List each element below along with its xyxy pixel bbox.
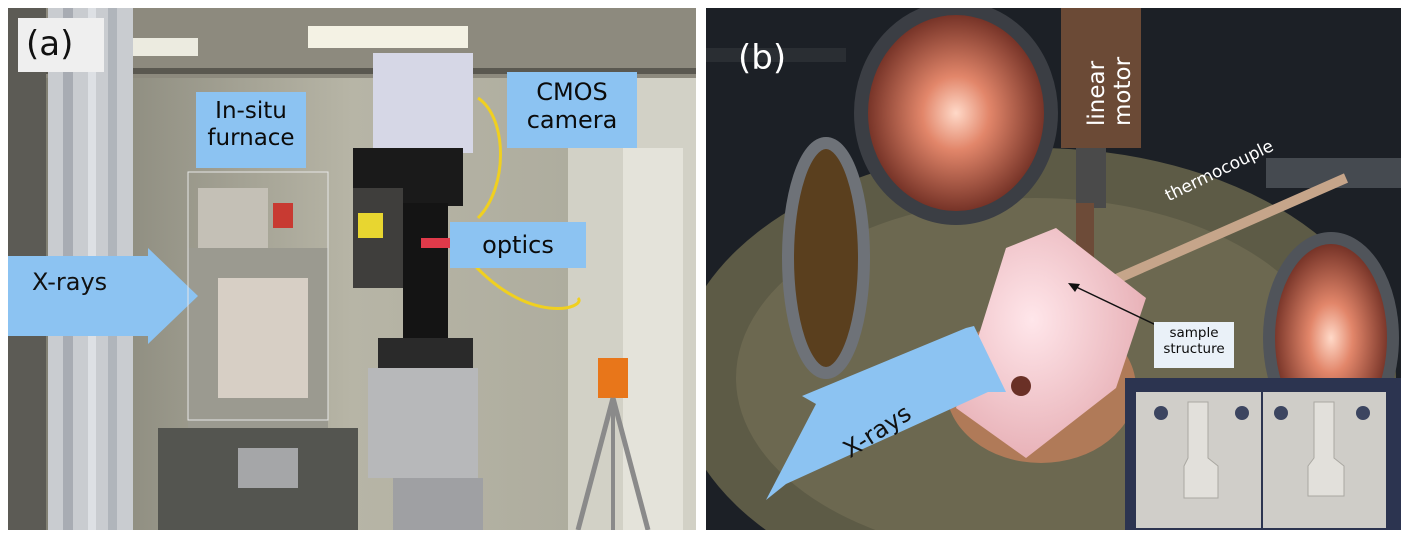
optics-callout: optics <box>450 222 586 268</box>
panel-label-a: (a) <box>18 18 104 72</box>
xray-arrow-a <box>8 248 198 344</box>
xray-label-a: X-rays <box>32 268 108 296</box>
linear-motor-label: linear motor <box>1084 16 1144 136</box>
furnace-callout: In-situ furnace <box>196 92 306 168</box>
panel-a-photo: (a) In-situ furnace CMOS camera optics X… <box>8 8 696 530</box>
sample-structure-callout: sample structure <box>1154 322 1234 368</box>
furnace-interior-photo <box>706 8 1401 530</box>
camera-callout-line2: camera <box>526 106 618 135</box>
linear-motor-line2: motor <box>1110 56 1136 126</box>
furnace-callout-line2: furnace <box>207 125 295 152</box>
camera-callout: CMOS camera <box>507 72 637 148</box>
xray-arrow-b <box>766 326 1006 500</box>
panel-label-b: (b) <box>738 38 787 78</box>
panel-b-photo: (b) linear motor thermocouple sample str… <box>706 8 1401 530</box>
sample-structure-line1: sample <box>1169 325 1219 341</box>
linear-motor-line1: linear <box>1084 60 1110 126</box>
furnace-callout-line1: In-situ <box>215 98 287 124</box>
camera-callout-line1: CMOS <box>536 78 608 106</box>
sample-structure-line2: structure <box>1163 340 1225 357</box>
